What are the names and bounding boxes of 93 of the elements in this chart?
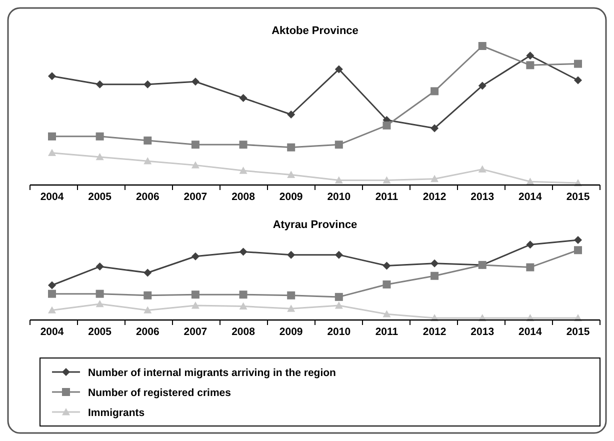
x-tick-label: 2012 [422, 326, 446, 338]
x-tick-label: 2012 [422, 191, 446, 203]
point [96, 290, 104, 298]
point [191, 161, 200, 168]
x-tick-label: 2006 [136, 326, 160, 338]
x-tick-label: 2007 [184, 326, 208, 338]
point [96, 262, 104, 271]
point [574, 246, 582, 254]
point [287, 143, 296, 152]
x-tick-label: 2010 [327, 326, 351, 338]
point [382, 262, 391, 270]
point [239, 290, 248, 299]
point [382, 310, 391, 318]
chart-title: Atyrau Province [272, 219, 358, 231]
x-tick-label: 2013 [470, 326, 494, 338]
x-tick-label: 2006 [136, 191, 160, 203]
point [239, 94, 248, 102]
point [574, 76, 582, 84]
point [430, 87, 439, 96]
point [48, 148, 56, 156]
point [287, 250, 296, 259]
x-tick-label: 2007 [184, 191, 208, 203]
point [526, 178, 534, 185]
point [430, 259, 439, 268]
point [48, 306, 56, 314]
point [334, 65, 343, 74]
x-tick-label: 2009 [279, 326, 303, 338]
point [334, 292, 343, 301]
point [334, 140, 343, 149]
point [96, 80, 104, 88]
x-tick-label: 2005 [88, 191, 112, 203]
point [48, 132, 56, 140]
point [526, 61, 534, 70]
legend-label: Number of registered crimes [88, 387, 232, 399]
x-tick-label: 2004 [40, 191, 64, 203]
point [239, 302, 248, 310]
point [574, 60, 582, 68]
point [191, 302, 200, 309]
point [287, 304, 296, 312]
point [526, 240, 534, 249]
legend-label: Immigrants [88, 407, 145, 419]
point [478, 165, 486, 172]
x-tick-label: 2015 [566, 191, 590, 203]
point [144, 268, 152, 277]
legend-label: Number of internal migrants arriving in the region [88, 367, 336, 379]
x-tick-label: 2009 [279, 191, 303, 203]
point [144, 136, 152, 145]
point [574, 236, 582, 244]
point [48, 290, 56, 298]
point [287, 110, 296, 118]
point [239, 140, 248, 149]
x-tick-label: 2011 [375, 326, 398, 338]
point [334, 302, 343, 309]
x-tick-label: 2004 [40, 326, 64, 338]
x-tick-label: 2008 [232, 326, 256, 338]
x-tick-label: 2010 [327, 191, 351, 203]
point [48, 281, 56, 290]
point [478, 82, 486, 90]
x-tick-label: 2013 [470, 191, 494, 203]
point [334, 176, 343, 184]
x-tick-label: 2011 [375, 191, 398, 203]
x-tick-label: 2015 [566, 326, 590, 338]
point [382, 121, 391, 130]
point [96, 152, 104, 160]
point [478, 42, 486, 50]
point [526, 52, 534, 60]
point [144, 157, 152, 164]
point [287, 291, 296, 300]
point [430, 174, 439, 182]
point [239, 166, 248, 174]
chart-title: Aktobe Province [272, 25, 358, 37]
point [96, 132, 104, 140]
point [382, 280, 391, 288]
point [382, 176, 391, 184]
x-tick-label: 2014 [518, 191, 542, 203]
point [144, 291, 152, 300]
point [96, 300, 104, 308]
point [191, 290, 200, 299]
point [430, 124, 439, 132]
x-tick-label: 2005 [88, 326, 112, 338]
point [430, 272, 439, 280]
x-tick-label: 2008 [232, 191, 256, 203]
point [287, 170, 296, 178]
point [239, 248, 248, 256]
x-tick-label: 2014 [518, 326, 542, 338]
point [48, 72, 56, 80]
point [191, 78, 200, 86]
point [526, 263, 534, 272]
point [144, 80, 152, 88]
point [144, 306, 152, 314]
point [191, 252, 200, 260]
point [334, 250, 343, 259]
point [191, 140, 200, 149]
